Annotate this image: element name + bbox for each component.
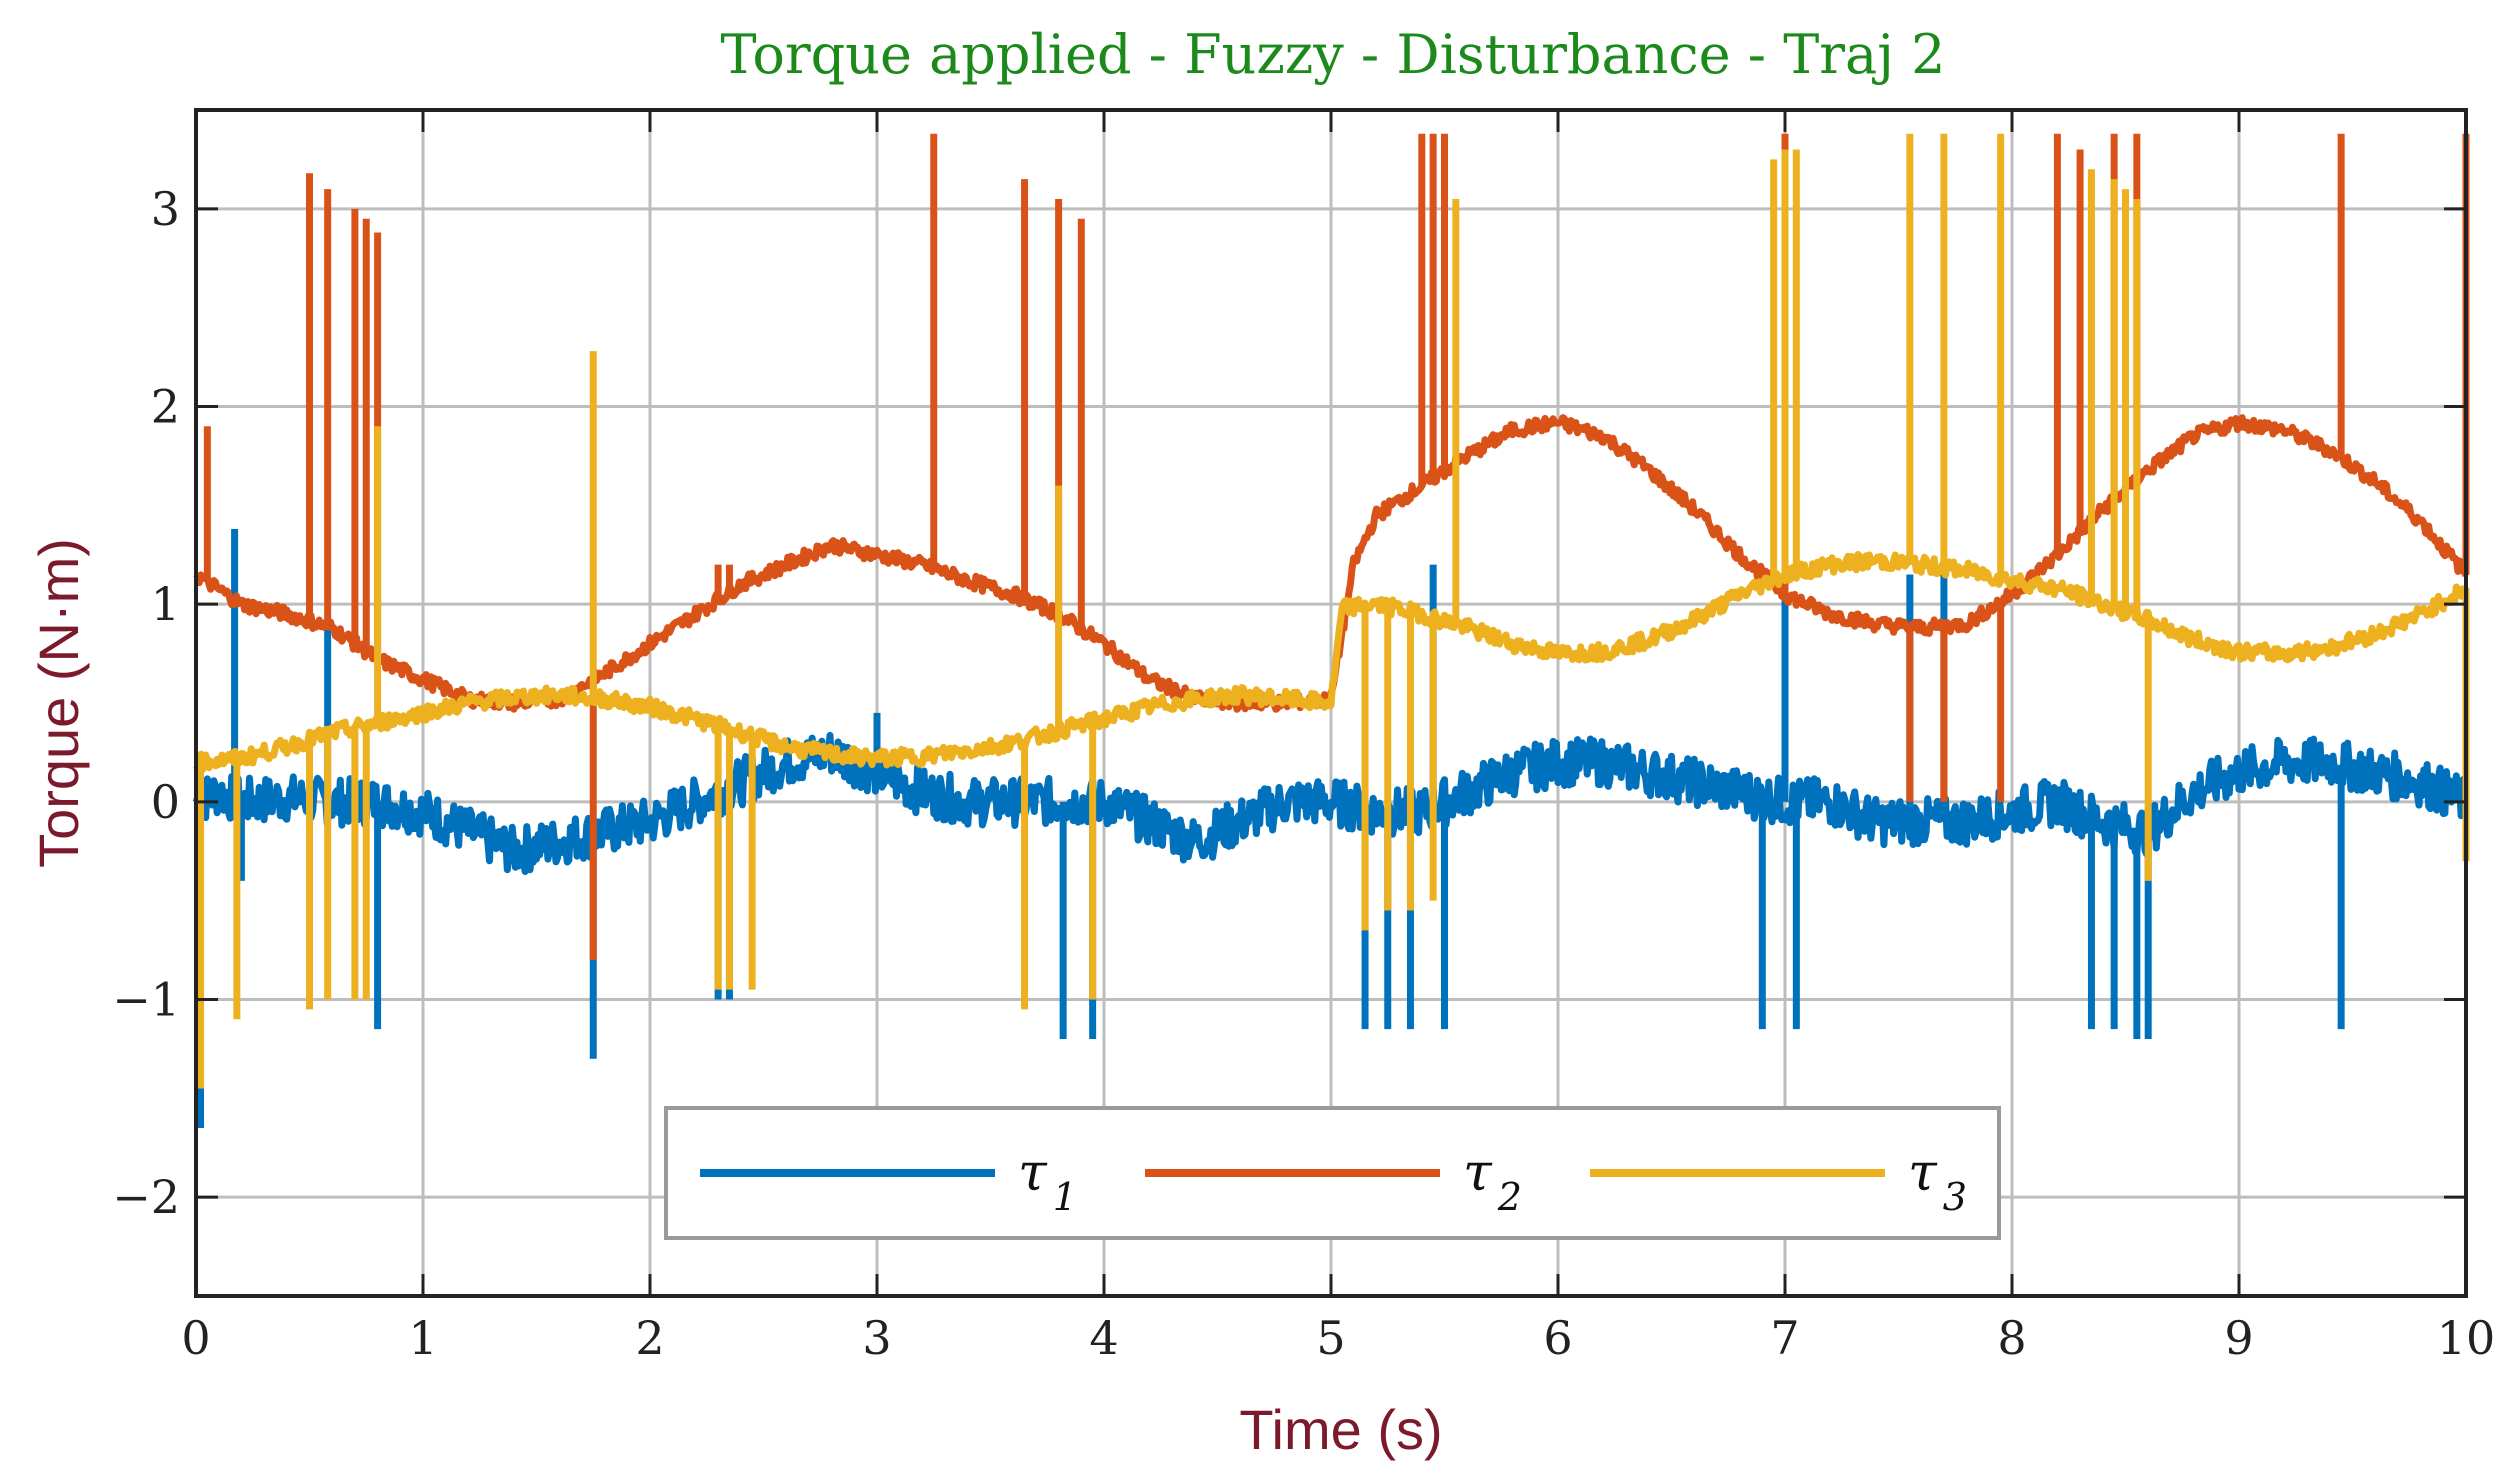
x-tick-label: 10	[2437, 1311, 2496, 1365]
y-axis-label: Torque (N·m)	[27, 538, 90, 868]
y-tick-labels: −2 −1 0 1 2 3	[112, 182, 180, 1224]
series-layer	[192, 133, 2470, 1128]
legend-subscript: 1	[1053, 1175, 1077, 1219]
y-tick-label: −1	[112, 973, 180, 1027]
tick-marks	[194, 110, 2468, 1296]
x-tick-label: 3	[862, 1311, 891, 1365]
x-tick-label: 7	[1770, 1311, 1799, 1365]
x-tick-label: 1	[408, 1311, 437, 1365]
legend-symbol: τ	[1908, 1143, 1938, 1203]
legend-symbol: τ	[1463, 1143, 1493, 1203]
x-tick-label: 2	[635, 1311, 664, 1365]
y-tick-label: −2	[112, 1170, 180, 1224]
series-tau-3	[193, 133, 2470, 1089]
series-line-tau-1	[192, 731, 2470, 875]
y-tick-label: 1	[151, 577, 180, 631]
y-tick-label: 2	[151, 380, 180, 434]
x-axis-label: Time (s)	[1239, 1398, 1442, 1461]
legend-subscript: 3	[1943, 1175, 1967, 1219]
y-tick-label: 3	[151, 182, 180, 236]
y-tick-label: 0	[151, 775, 180, 829]
chart-title: Torque applied - Fuzzy - Disturbance - T…	[721, 23, 1946, 86]
x-tick-label: 0	[181, 1311, 210, 1365]
x-tick-label: 5	[1316, 1311, 1345, 1365]
legend-subscript: 2	[1497, 1175, 1522, 1219]
x-tick-labels: 0 1 2 3 4 5 6 7 8 9 10	[181, 1311, 2495, 1365]
series-line-tau-3	[193, 551, 2470, 773]
legend-symbol: τ	[1018, 1143, 1048, 1203]
x-tick-label: 4	[1089, 1311, 1118, 1365]
x-tick-label: 8	[1997, 1311, 2026, 1365]
x-tick-label: 9	[2224, 1311, 2253, 1365]
x-tick-label: 6	[1543, 1311, 1572, 1365]
